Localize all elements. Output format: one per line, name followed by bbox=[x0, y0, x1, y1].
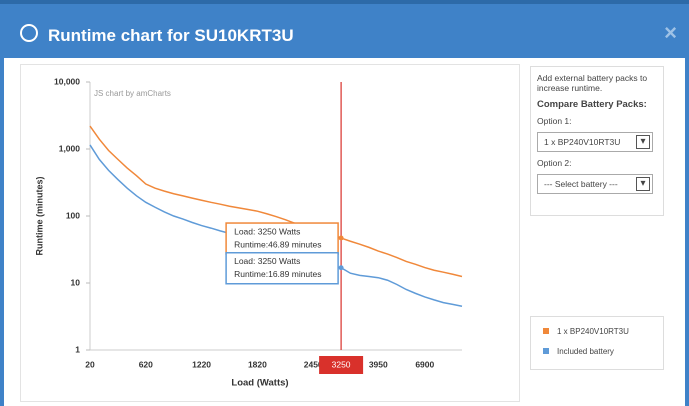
series-line bbox=[89, 125, 463, 278]
x-tick-label: 20 bbox=[85, 359, 95, 369]
y-tick-label: 10,000 bbox=[54, 76, 80, 86]
x-tick-label: 620 bbox=[139, 359, 153, 369]
chart-credit: JS chart by amCharts bbox=[94, 89, 171, 98]
cursor-label-box bbox=[319, 356, 364, 374]
y-axis-label: Runtime (minutes) bbox=[34, 176, 44, 255]
close-button[interactable]: × bbox=[664, 20, 677, 45]
dialog-header: Runtime chart for SU10KRT3U × bbox=[0, 0, 689, 58]
option2-select[interactable]: --- Select battery --- bbox=[537, 174, 653, 194]
y-tick-label: 10 bbox=[71, 277, 81, 287]
y-tick-label: 1 bbox=[75, 344, 80, 354]
balloon-text: Load: 3250 Watts bbox=[234, 226, 300, 236]
x-tick-label: 3950 bbox=[369, 359, 388, 369]
option1-label: Option 1: bbox=[537, 116, 572, 126]
legend-swatch bbox=[543, 328, 549, 334]
x-tick-label: 1220 bbox=[192, 359, 211, 369]
compare-heading: Compare Battery Packs: bbox=[537, 99, 647, 110]
y-tick-label: 100 bbox=[66, 210, 80, 220]
right-border bbox=[685, 58, 689, 406]
legend-label: Included battery bbox=[557, 347, 614, 356]
x-tick-label: 1820 bbox=[248, 359, 267, 369]
option1-select[interactable]: 1 x BP240V10RT3U bbox=[537, 132, 653, 152]
x-tick-label: 6900 bbox=[415, 359, 434, 369]
x-axis-label: Load (Watts) bbox=[231, 378, 288, 389]
x-tick-label: 2450 bbox=[304, 359, 323, 369]
legend-item[interactable]: 1 x BP240V10RT3U bbox=[543, 327, 629, 336]
chart-frame bbox=[20, 64, 520, 402]
compare-panel: Add external battery packs to increase r… bbox=[530, 66, 664, 216]
balloon-text: Load: 3250 Watts bbox=[234, 256, 300, 266]
balloon-text: Runtime:16.89 minutes bbox=[234, 269, 321, 279]
intro-text: Add external battery packs to increase r… bbox=[537, 73, 648, 93]
legend-swatch bbox=[543, 348, 549, 354]
legend-item[interactable]: Included battery bbox=[543, 347, 614, 356]
cursor-label: 3250 bbox=[332, 359, 351, 369]
legend: 1 x BP240V10RT3U Included battery bbox=[530, 316, 664, 370]
balloon-text: Runtime:46.89 minutes bbox=[234, 239, 321, 249]
balloon bbox=[225, 222, 339, 255]
balloon bbox=[225, 251, 339, 285]
left-border bbox=[0, 58, 4, 406]
cursor-point bbox=[338, 265, 344, 271]
option2-label: Option 2: bbox=[537, 158, 572, 168]
clock-icon bbox=[20, 24, 38, 42]
dialog-title: Runtime chart for SU10KRT3U bbox=[48, 26, 294, 45]
cursor-point bbox=[338, 235, 344, 241]
y-tick-label: 1,000 bbox=[59, 143, 81, 153]
legend-label: 1 x BP240V10RT3U bbox=[557, 327, 629, 336]
